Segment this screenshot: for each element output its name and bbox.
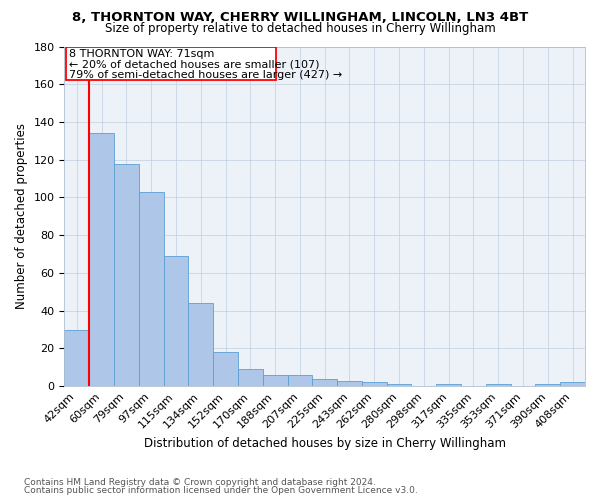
Bar <box>386 384 412 386</box>
Text: Contains public sector information licensed under the Open Government Licence v3: Contains public sector information licen… <box>24 486 418 495</box>
Bar <box>313 378 337 386</box>
Bar <box>535 384 560 386</box>
Text: Contains HM Land Registry data © Crown copyright and database right 2024.: Contains HM Land Registry data © Crown c… <box>24 478 376 487</box>
Bar <box>436 384 461 386</box>
FancyBboxPatch shape <box>65 46 277 80</box>
Bar <box>164 256 188 386</box>
Y-axis label: Number of detached properties: Number of detached properties <box>15 124 28 310</box>
Bar <box>114 164 139 386</box>
Bar <box>486 384 511 386</box>
Bar <box>362 382 386 386</box>
Bar <box>337 380 362 386</box>
Bar <box>139 192 164 386</box>
Text: 8 THORNTON WAY: 71sqm: 8 THORNTON WAY: 71sqm <box>70 50 215 59</box>
Text: Size of property relative to detached houses in Cherry Willingham: Size of property relative to detached ho… <box>104 22 496 35</box>
Bar <box>213 352 238 386</box>
Bar <box>64 330 89 386</box>
X-axis label: Distribution of detached houses by size in Cherry Willingham: Distribution of detached houses by size … <box>144 437 506 450</box>
Bar <box>287 375 313 386</box>
Bar <box>238 369 263 386</box>
Bar <box>89 134 114 386</box>
Bar <box>188 303 213 386</box>
Text: 79% of semi-detached houses are larger (427) →: 79% of semi-detached houses are larger (… <box>70 70 343 80</box>
Bar <box>560 382 585 386</box>
Bar <box>263 375 287 386</box>
Text: ← 20% of detached houses are smaller (107): ← 20% of detached houses are smaller (10… <box>70 60 320 70</box>
Text: 8, THORNTON WAY, CHERRY WILLINGHAM, LINCOLN, LN3 4BT: 8, THORNTON WAY, CHERRY WILLINGHAM, LINC… <box>72 11 528 24</box>
